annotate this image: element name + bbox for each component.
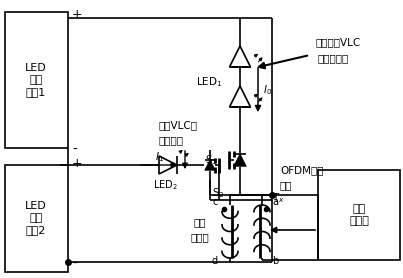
Text: LED
驱动
电源1: LED 驱动 电源1 bbox=[25, 63, 47, 96]
Text: S$_2$: S$_2$ bbox=[212, 186, 224, 200]
Polygon shape bbox=[205, 160, 215, 170]
Text: 辅助VLC通: 辅助VLC通 bbox=[158, 120, 197, 130]
Text: $I_0$: $I_0$ bbox=[263, 83, 272, 97]
Text: -: - bbox=[72, 257, 77, 271]
Text: +: + bbox=[72, 157, 83, 170]
Text: 通信电光源: 通信电光源 bbox=[318, 53, 349, 63]
Text: -: - bbox=[72, 143, 77, 157]
Text: LED
驱动
电源2: LED 驱动 电源2 bbox=[25, 201, 47, 235]
Text: +: + bbox=[72, 8, 83, 21]
Text: 通信
数据源: 通信 数据源 bbox=[349, 204, 369, 226]
Bar bbox=[318, 170, 400, 260]
Bar bbox=[5, 12, 68, 148]
Text: 主照明与VLC: 主照明与VLC bbox=[315, 37, 360, 47]
Text: a: a bbox=[272, 197, 278, 207]
Text: T$_x$: T$_x$ bbox=[272, 191, 285, 205]
Text: S$_1$: S$_1$ bbox=[205, 153, 218, 167]
Text: $I_1$: $I_1$ bbox=[156, 150, 164, 164]
Text: 信电光源: 信电光源 bbox=[158, 135, 183, 145]
Text: OFDM信号: OFDM信号 bbox=[280, 165, 324, 175]
Text: b: b bbox=[272, 256, 278, 266]
Text: LED$_1$: LED$_1$ bbox=[195, 75, 222, 89]
Text: 变压器: 变压器 bbox=[191, 232, 210, 242]
Polygon shape bbox=[234, 154, 246, 166]
Text: d: d bbox=[212, 256, 218, 266]
Text: c: c bbox=[213, 197, 218, 207]
Bar bbox=[5, 165, 68, 272]
Text: 注入: 注入 bbox=[280, 180, 293, 190]
Text: 网络: 网络 bbox=[194, 217, 206, 227]
Text: LED$_2$: LED$_2$ bbox=[153, 178, 177, 192]
